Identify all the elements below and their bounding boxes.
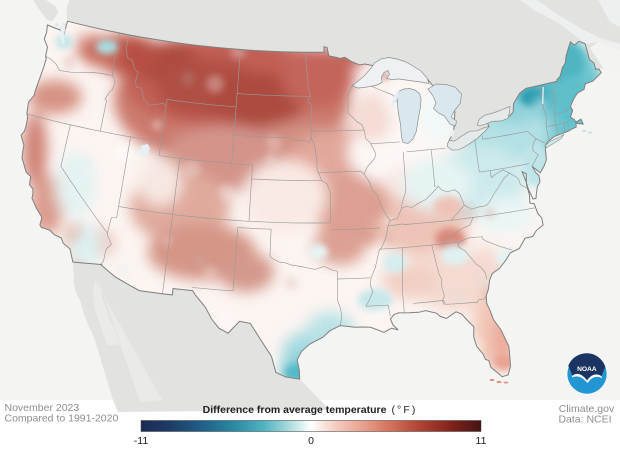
svg-text:Climate.gov: Climate.gov [559,403,615,415]
svg-text:NOAA: NOAA [577,366,597,373]
svg-text:Difference from average temper: Difference from average temperature ( ° … [203,404,416,416]
svg-text:11: 11 [476,435,487,447]
svg-text:November 2023: November 2023 [5,402,80,414]
svg-text:-11: -11 [134,435,149,447]
svg-text:Data: NCEI: Data: NCEI [558,414,611,426]
svg-text:Compared to 1991-2020: Compared to 1991-2020 [5,413,119,425]
svg-text:0: 0 [308,435,314,447]
